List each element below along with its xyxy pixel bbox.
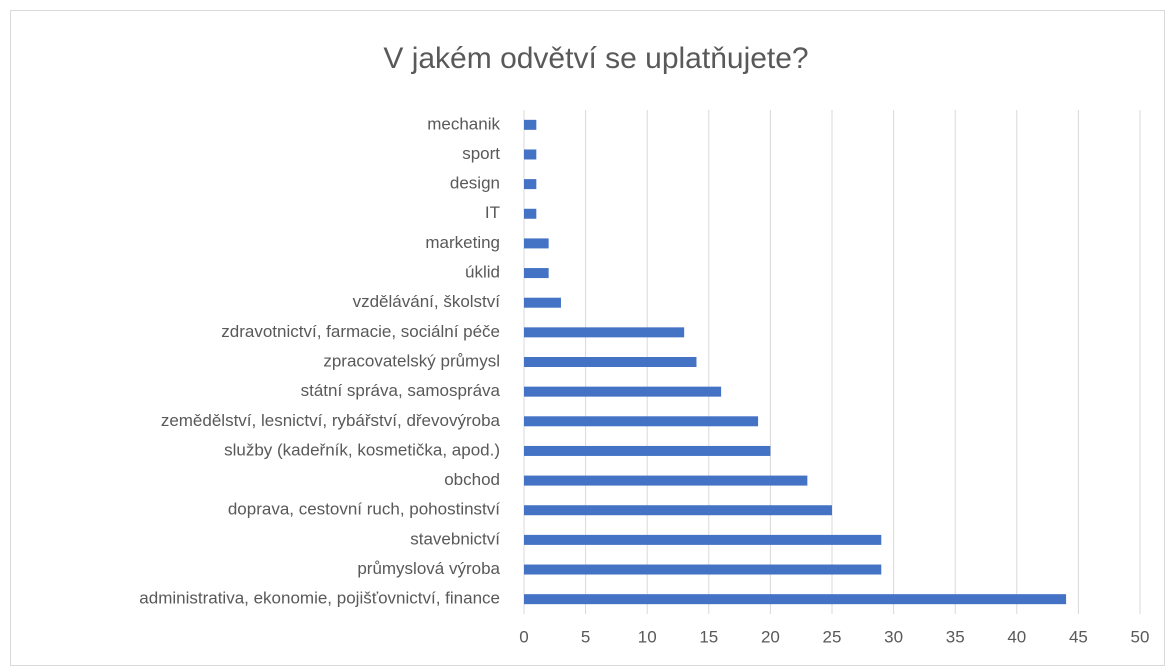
y-tick-label: marketing — [425, 233, 500, 252]
bar — [524, 505, 832, 516]
bar — [524, 386, 722, 397]
x-tick-label: 45 — [1069, 627, 1088, 646]
bar — [524, 564, 882, 575]
y-tick-label: služby (kadeřník, kosmetička, apod.) — [224, 440, 500, 459]
bar — [524, 357, 697, 367]
y-tick-label: průmyslová výroba — [357, 559, 500, 578]
bar — [524, 534, 882, 545]
x-tick-label: 10 — [638, 627, 657, 646]
bar — [524, 445, 771, 456]
y-tick-label: úklid — [465, 263, 500, 282]
y-tick-label: sport — [462, 144, 500, 163]
bar — [524, 594, 1067, 605]
x-tick-label: 30 — [884, 627, 903, 646]
y-tick-label: administrativa, ekonomie, pojišťovnictví… — [139, 589, 500, 608]
chart-title: V jakém odvětví se uplatňujete? — [383, 42, 808, 75]
y-tick-label: vzdělávání, školství — [353, 292, 501, 311]
x-tick-label: 35 — [946, 627, 965, 646]
bar — [524, 208, 537, 219]
bar — [524, 268, 549, 279]
bar — [524, 119, 537, 130]
bar — [524, 238, 549, 249]
x-tick-label: 50 — [1131, 627, 1150, 646]
y-tick-label: zdravotnictví, farmacie, sociální péče — [221, 322, 500, 341]
y-tick-label: mechanik — [427, 114, 500, 133]
y-tick-label: IT — [485, 203, 500, 222]
bar — [524, 416, 759, 427]
y-tick-label: zemědělství, lesnictví, rybářství, dřevo… — [161, 411, 501, 430]
x-tick-label: 5 — [581, 627, 590, 646]
y-tick-label: design — [450, 174, 500, 193]
y-tick-label: zpracovatelský průmysl — [323, 351, 500, 370]
x-tick-label: 0 — [519, 627, 528, 646]
bar — [524, 297, 561, 308]
chart-border — [10, 10, 1165, 666]
x-tick-label: 40 — [1007, 627, 1026, 646]
y-tick-label: státní správa, samospráva — [301, 381, 501, 400]
bar — [524, 149, 537, 160]
bar — [524, 475, 808, 486]
x-tick-label: 25 — [823, 627, 842, 646]
y-tick-label: obchod — [444, 470, 500, 489]
x-tick-label: 15 — [699, 627, 718, 646]
bar — [524, 179, 537, 190]
y-tick-label: stavebnictví — [410, 529, 500, 548]
y-tick-label: doprava, cestovní ruch, pohostinství — [228, 500, 500, 519]
x-tick-label: 20 — [761, 627, 780, 646]
bar — [524, 327, 685, 338]
